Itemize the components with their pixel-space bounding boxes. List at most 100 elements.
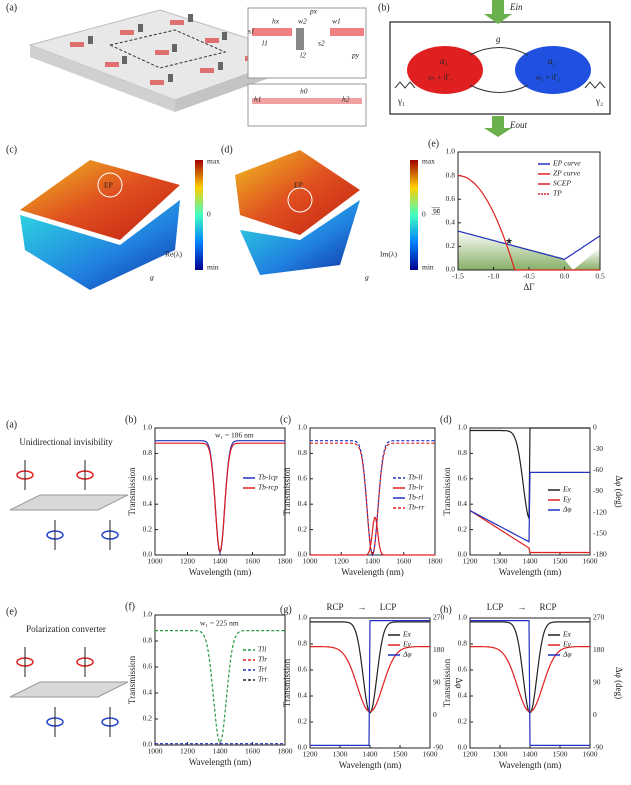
conversion-label: RCP — [539, 602, 556, 612]
y-tick-label: 0.2 — [458, 717, 468, 726]
x-tick-label: 1600 — [583, 557, 598, 566]
panel-label: (f) — [125, 601, 135, 612]
y-tick-label: 0.8 — [143, 448, 153, 457]
y-tick-label: 0.8 — [458, 448, 468, 457]
y2-tick-label: -60 — [593, 465, 603, 474]
x-axis-label: Wavelength (nm) — [339, 760, 402, 770]
dimension-label: w2 — [298, 17, 307, 26]
metasurface — [28, 7, 367, 127]
dimension-label: py — [351, 51, 360, 60]
ep-label: EP — [104, 181, 113, 190]
legend-label: EP curve — [552, 159, 581, 168]
arrow: → — [518, 602, 527, 612]
y-tick-label: 0.2 — [298, 717, 308, 726]
y2-tick-label: 270 — [593, 613, 605, 622]
y-tick-label: 0.0 — [298, 550, 308, 559]
x-axis-label: Wavelength (nm) — [499, 760, 562, 770]
legend-label: Δφ — [562, 650, 572, 659]
x-tick-label: 1400 — [523, 750, 538, 759]
coupling-label: g — [496, 34, 501, 44]
curve — [155, 630, 285, 744]
y2-tick-label: 180 — [433, 645, 445, 654]
x-tick-label: 1300 — [333, 750, 348, 759]
x-tick-label: 1300 — [493, 557, 508, 566]
surfaces — [20, 150, 418, 290]
curve — [310, 440, 435, 557]
region-fill — [458, 230, 573, 270]
y-axis-label: Transmission — [282, 658, 292, 707]
curve — [310, 621, 430, 714]
y-tick-label: 0.8 — [298, 639, 308, 648]
legend-label: Tll — [258, 645, 266, 654]
legend-label: Ex — [402, 630, 412, 639]
y-tick-label: 0.2 — [143, 524, 153, 533]
region-fill — [573, 248, 600, 270]
y-tick-label: 0.4 — [446, 218, 456, 227]
y-tick-label: 0.4 — [298, 499, 308, 508]
y-tick-label: 1.0 — [143, 423, 153, 432]
y-tick-label: 0.0 — [298, 743, 308, 752]
arrow: → — [358, 602, 367, 612]
y2-tick-label: 180 — [593, 645, 605, 654]
axis-label: g — [150, 273, 154, 282]
y-tick-label: 0.0 — [446, 265, 456, 274]
x-tick-label: 1500 — [553, 557, 568, 566]
legend-label: Ey — [402, 640, 412, 649]
curve — [469, 471, 590, 543]
x-tick-label: 1200 — [463, 557, 478, 566]
colorbar-label: 0 — [422, 210, 426, 219]
y2-tick-label: -180 — [593, 550, 607, 559]
conversion-label: LCP — [380, 602, 397, 612]
legend-label: Tb-lr — [408, 483, 424, 492]
panel-label: (b) — [125, 414, 137, 425]
y-tick-label: 1.0 — [458, 613, 468, 622]
y-tick-label: 0.6 — [458, 665, 468, 674]
colorbar-label: 0 — [207, 210, 211, 219]
x-tick-label: -1.0 — [488, 272, 500, 281]
x-tick-label: 1200 — [463, 750, 478, 759]
y-axis-label: |g| — [430, 207, 440, 215]
x-tick-label: 1000 — [148, 557, 163, 566]
axis-label: Im(λ) — [380, 250, 397, 259]
x-axis-label: ΔΓ — [524, 282, 535, 292]
y2-tick-label: -90 — [593, 486, 603, 495]
colorbar-label: max — [207, 157, 220, 166]
dimension-label: hx — [272, 17, 280, 26]
dimension-label: h0 — [300, 87, 308, 96]
x-axis-label: Wavelength (nm) — [189, 757, 252, 767]
curve — [470, 427, 590, 519]
x-tick-label: 1500 — [553, 750, 568, 759]
y-tick-label: 0.0 — [143, 550, 153, 559]
y2-tick-label: 0 — [593, 710, 597, 719]
y2-tick-label: 0 — [433, 710, 437, 719]
y2-tick-label: 90 — [593, 678, 601, 687]
legend-label: Tb-rl — [408, 493, 423, 502]
legend-label: Tb-ll — [408, 473, 423, 482]
x-tick-label: 1400 — [213, 557, 228, 566]
y-tick-label: 0.8 — [298, 448, 308, 457]
x-tick-label: 1400 — [365, 557, 380, 566]
legend-label: Δφ — [402, 650, 412, 659]
colorbar-label: max — [422, 157, 435, 166]
loss-label: γ₂ — [595, 96, 603, 106]
x-tick-label: 1200 — [180, 557, 195, 566]
curve — [155, 440, 285, 555]
x-tick-label: 1200 — [334, 557, 349, 566]
panel-label: (d) — [221, 144, 233, 155]
loss-label: γ₁ — [397, 96, 405, 106]
y-tick-label: 1.0 — [298, 613, 308, 622]
y-tick-label: 0.4 — [143, 688, 153, 697]
dimension-label: l2 — [300, 51, 306, 60]
output-label: Eout — [509, 120, 527, 130]
curve — [310, 442, 435, 557]
legend-label: Trl — [258, 665, 267, 674]
coupled-modes — [389, 0, 611, 137]
mode-label: ω₂ + iΓ₂ — [536, 73, 561, 82]
panel-label: (a) — [6, 419, 17, 430]
y-tick-label: 0.2 — [446, 241, 456, 250]
y-tick-label: 0.4 — [298, 691, 308, 700]
mode-label: a₂ — [548, 56, 556, 66]
panel-label: (c) — [6, 144, 17, 155]
x-tick-label: 1800 — [278, 557, 293, 566]
x-axis-label: Wavelength (nm) — [499, 567, 562, 577]
